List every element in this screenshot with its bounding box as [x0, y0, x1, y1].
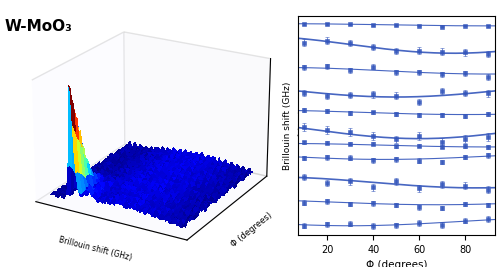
X-axis label: Φ (degrees): Φ (degrees) [366, 260, 427, 267]
X-axis label: Brillouin shift (GHz): Brillouin shift (GHz) [58, 235, 133, 262]
Text: W-MoO₃: W-MoO₃ [5, 19, 73, 34]
Y-axis label: Brillouin shift (GHz): Brillouin shift (GHz) [283, 81, 292, 170]
Y-axis label: Φ (degrees): Φ (degrees) [230, 211, 274, 249]
